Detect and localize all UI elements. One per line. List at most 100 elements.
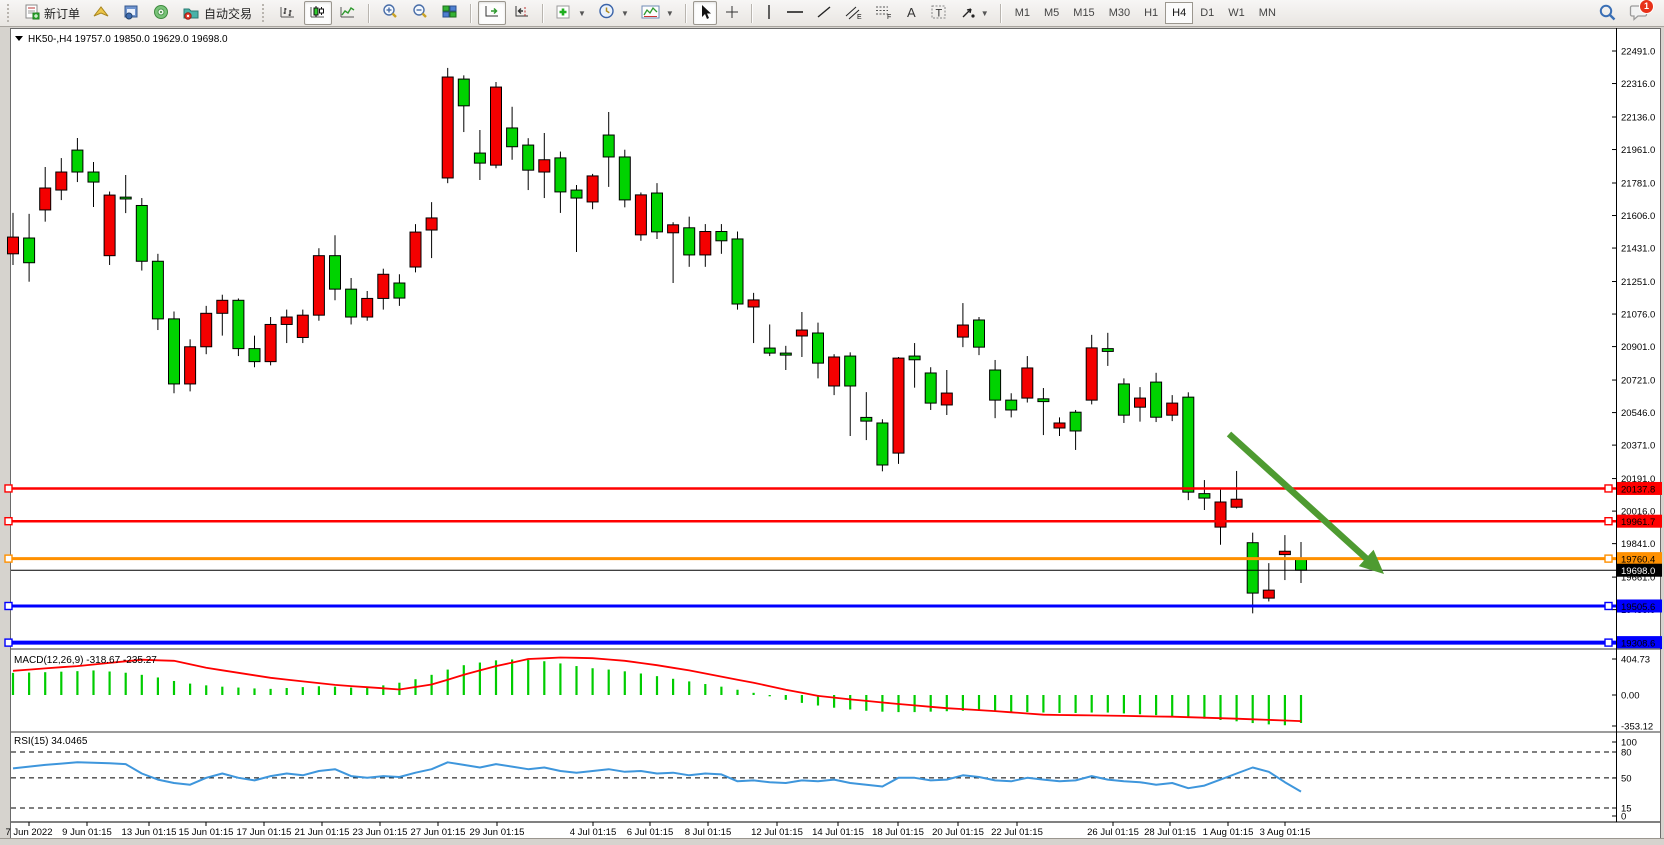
line-handle[interactable]	[1604, 638, 1613, 647]
line-handle[interactable]	[4, 554, 13, 563]
cursor-tool-button[interactable]	[692, 1, 717, 25]
price-label-bg	[1617, 636, 1662, 650]
candle-body	[409, 231, 422, 268]
rsi-axis-label: 80	[1621, 748, 1632, 759]
timeframe-m1[interactable]: M1	[1014, 7, 1030, 19]
profiles-button[interactable]	[87, 1, 115, 25]
fibonacci-tool-button[interactable]: F	[869, 1, 897, 25]
candle-body	[280, 316, 293, 325]
bar-chart-button[interactable]	[274, 1, 302, 25]
timeframe-mn[interactable]: MN	[1258, 7, 1276, 19]
periods-icon	[598, 3, 616, 23]
line-chart-button[interactable]	[334, 1, 362, 25]
candle-body	[828, 356, 841, 387]
line-handle[interactable]	[1604, 601, 1613, 611]
candle-body	[103, 194, 116, 257]
time-tick-label: 22 Jul 01:15	[991, 827, 1043, 838]
candle-body	[908, 355, 921, 361]
line-handle[interactable]	[1604, 554, 1613, 563]
chart-window-frame	[10, 28, 1661, 839]
candle-body	[602, 134, 615, 158]
timeframe-d1[interactable]: D1	[1200, 7, 1215, 19]
candles-layer	[7, 67, 1307, 614]
text-label-tool-button[interactable]: T	[925, 1, 953, 25]
auto-scroll-button[interactable]	[478, 1, 507, 25]
time-axis[interactable]: 7 Jun 2022 9 Jun 01:15 13 Jun 01:15 15 Jun …	[5, 822, 1310, 838]
periods-button[interactable]: ▼	[593, 1, 634, 25]
candle-body	[1198, 493, 1211, 499]
autotrading-button[interactable]: 自动交易	[177, 1, 257, 25]
price-tick-label: 20546.0	[1621, 408, 1655, 419]
timeframe-m5[interactable]: M5	[1044, 7, 1060, 19]
data-window-icon	[122, 4, 140, 23]
search-button[interactable]	[1593, 1, 1622, 25]
crosshair-tool-button[interactable]	[719, 1, 745, 25]
notifications-button[interactable]: 1	[1624, 0, 1654, 25]
zoom-in-button[interactable]	[376, 1, 404, 25]
candle-body	[956, 324, 969, 338]
data-window-button[interactable]	[117, 1, 145, 25]
line-handle[interactable]	[4, 484, 13, 493]
toolbar-separator	[542, 3, 545, 23]
trendline-tool-button[interactable]	[811, 1, 837, 25]
candle-body	[973, 319, 985, 348]
price-tick-label: 21251.0	[1621, 277, 1655, 288]
new-order-button[interactable]: 新订单	[19, 1, 85, 25]
equidistant-channel-tool-button[interactable]: E	[839, 1, 867, 25]
arrows-tool-button[interactable]: ▼	[955, 1, 994, 25]
candle-body	[667, 224, 680, 234]
candle-body	[570, 189, 583, 199]
zoom-out-button[interactable]	[406, 1, 434, 25]
line-handle[interactable]	[4, 601, 13, 611]
indicators-button[interactable]: ▼	[550, 1, 591, 25]
chart-area[interactable]: 22491.0 22316.0 22136.0 21961.0 21781.0 21606…	[0, 27, 1664, 845]
line-handle[interactable]	[1604, 516, 1613, 526]
time-tick-label: 4 Jul 01:15	[570, 827, 616, 838]
candlestick-chart-button[interactable]	[304, 1, 333, 25]
time-tick-label: 20 Jul 01:15	[932, 827, 984, 838]
time-tick-label: 14 Jul 01:15	[812, 827, 864, 838]
collapse-icon[interactable]	[15, 36, 23, 41]
text-icon: A	[904, 4, 918, 23]
text-tool-button[interactable]: A	[899, 1, 923, 25]
time-tick-label: 15 Jun 01:15	[179, 827, 234, 838]
horizontal-line-tool-button[interactable]	[781, 1, 809, 25]
price-label-bg	[1617, 514, 1662, 528]
vertical-line-tool-button[interactable]	[759, 1, 779, 25]
templates-button[interactable]: ▼	[636, 1, 679, 25]
tile-windows-icon	[441, 4, 459, 23]
line-handle[interactable]	[4, 638, 13, 647]
candle-body	[490, 86, 502, 166]
timeframe-m30[interactable]: M30	[1108, 7, 1131, 19]
bar-chart-icon	[279, 4, 297, 23]
chevron-down-icon: ▼	[620, 8, 629, 18]
timeframe-h4[interactable]: H4	[1165, 2, 1194, 24]
line-handle[interactable]	[4, 516, 13, 526]
candle-body	[586, 175, 599, 203]
candle-body	[892, 357, 905, 454]
trend-arrow[interactable]	[1226, 431, 1384, 574]
timeframe-w1[interactable]: W1	[1228, 7, 1245, 19]
time-tick-label: 17 Jun 01:15	[237, 827, 292, 838]
timeframe-h1[interactable]: H1	[1144, 7, 1159, 19]
candle-body	[457, 78, 470, 107]
level-price-label: 20137.8	[1617, 481, 1662, 495]
candle-body	[618, 156, 631, 201]
candle-body	[1005, 399, 1018, 411]
rsi-label: RSI(15) 34.0465	[14, 736, 88, 747]
toolbar-separator	[684, 3, 687, 23]
toolbar-separator	[999, 3, 1002, 23]
chart-shift-button[interactable]	[508, 1, 536, 25]
market-watch-button[interactable]	[147, 1, 175, 25]
line-handle[interactable]	[1604, 484, 1613, 493]
candle-body	[844, 355, 857, 387]
candle-body	[200, 312, 213, 348]
timeframe-m15[interactable]: M15	[1073, 7, 1095, 19]
notification-badge: 1	[1639, 0, 1654, 14]
tile-windows-button[interactable]	[436, 1, 464, 25]
toolbar-grip[interactable]	[7, 4, 14, 22]
candle-body	[747, 299, 760, 308]
toolbar-separator	[368, 3, 371, 23]
toolbar-grip[interactable]	[262, 4, 269, 22]
candle-body	[151, 260, 164, 320]
